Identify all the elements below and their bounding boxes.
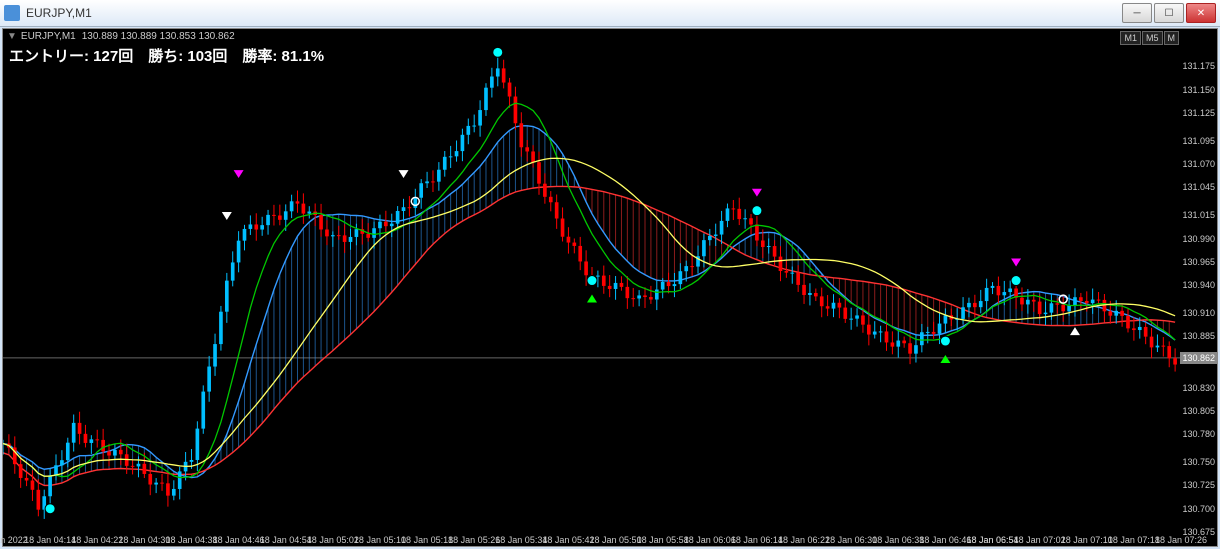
chart-header: ▼ EURJPY,M1 130.889 130.889 130.853 130.… xyxy=(3,29,1217,43)
xtick: 18 Jan 07:26 xyxy=(1155,535,1207,545)
ytick: 131.125 xyxy=(1182,108,1215,118)
xtick: 18 Jan 06:54 xyxy=(966,535,1018,545)
ytick: 130.750 xyxy=(1182,457,1215,467)
xtick: 18 Jan 05:34 xyxy=(495,535,547,545)
app-window: EURJPY,M1 ─ ☐ ✕ ▼ EURJPY,M1 130.889 130.… xyxy=(0,0,1220,549)
ytick: 131.150 xyxy=(1182,85,1215,95)
chart-plot-area[interactable] xyxy=(3,43,1181,532)
window-buttons: ─ ☐ ✕ xyxy=(1122,3,1216,23)
xtick: 18 Jan 05:18 xyxy=(401,535,453,545)
app-icon xyxy=(4,5,20,21)
xtick: 18 Jan 06:22 xyxy=(778,535,830,545)
xtick: 18 Jan 06:30 xyxy=(825,535,877,545)
ytick: 130.700 xyxy=(1182,504,1215,514)
xtick: 18 Jan 04:54 xyxy=(260,535,312,545)
ytick: 130.940 xyxy=(1182,280,1215,290)
xtick: 18 Jan 05:42 xyxy=(542,535,594,545)
xtick: 18 Jan 04:30 xyxy=(118,535,170,545)
minimize-button[interactable]: ─ xyxy=(1122,3,1152,23)
chart-window: ▼ EURJPY,M1 130.889 130.889 130.853 130.… xyxy=(2,28,1218,547)
ytick: 130.990 xyxy=(1182,234,1215,244)
xtick: 18 Jan 04:22 xyxy=(71,535,123,545)
xtick: 18 Jan 06:14 xyxy=(731,535,783,545)
ytick: 130.805 xyxy=(1182,406,1215,416)
ytick: 130.830 xyxy=(1182,383,1215,393)
ytick: 131.045 xyxy=(1182,182,1215,192)
dropdown-icon[interactable]: ▼ xyxy=(7,31,17,42)
xtick: 18 Jan 05:26 xyxy=(448,535,500,545)
xtick: 18 Jan 05:10 xyxy=(354,535,406,545)
xtick: 18 Jan 06:46 xyxy=(919,535,971,545)
ytick: 131.175 xyxy=(1182,61,1215,71)
xtick: 18 Jan 05:02 xyxy=(307,535,359,545)
ytick: 130.965 xyxy=(1182,257,1215,267)
xtick: 18 Jan 07:10 xyxy=(1061,535,1113,545)
xtick: 18 Jan 05:50 xyxy=(590,535,642,545)
xtick: 18 Jan 07:02 xyxy=(1014,535,1066,545)
close-button[interactable]: ✕ xyxy=(1186,3,1216,23)
window-title: EURJPY,M1 xyxy=(26,6,92,20)
xtick: 18 Jan 05:58 xyxy=(637,535,689,545)
time-axis: 18 Jan 202218 Jan 04:1418 Jan 04:2218 Ja… xyxy=(3,532,1181,546)
ytick: 131.095 xyxy=(1182,136,1215,146)
chart-svg xyxy=(3,43,1181,532)
ytick: 130.910 xyxy=(1182,308,1215,318)
ohlc-label: 130.889 130.889 130.853 130.862 xyxy=(82,31,235,42)
ytick: 130.725 xyxy=(1182,480,1215,490)
xtick: 18 Jan 06:06 xyxy=(684,535,736,545)
xtick: 18 Jan 06:38 xyxy=(872,535,924,545)
maximize-button[interactable]: ☐ xyxy=(1154,3,1184,23)
ytick: 131.070 xyxy=(1182,159,1215,169)
ytick: 130.780 xyxy=(1182,429,1215,439)
xtick: 18 Jan 07:18 xyxy=(1108,535,1160,545)
xtick: 18 Jan 04:14 xyxy=(24,535,76,545)
xtick: 18 Jan 04:38 xyxy=(165,535,217,545)
price-axis: 131.175 131.150 131.125 131.095 131.070 131.0… xyxy=(1181,43,1217,532)
titlebar[interactable]: EURJPY,M1 ─ ☐ ✕ xyxy=(0,0,1220,27)
ytick: 130.885 xyxy=(1182,331,1215,341)
ytick: 131.015 xyxy=(1182,210,1215,220)
current-price-tag: 130.862 xyxy=(1180,352,1217,364)
symbol-label: EURJPY,M1 xyxy=(21,31,76,42)
xtick: 18 Jan 04:46 xyxy=(213,535,265,545)
